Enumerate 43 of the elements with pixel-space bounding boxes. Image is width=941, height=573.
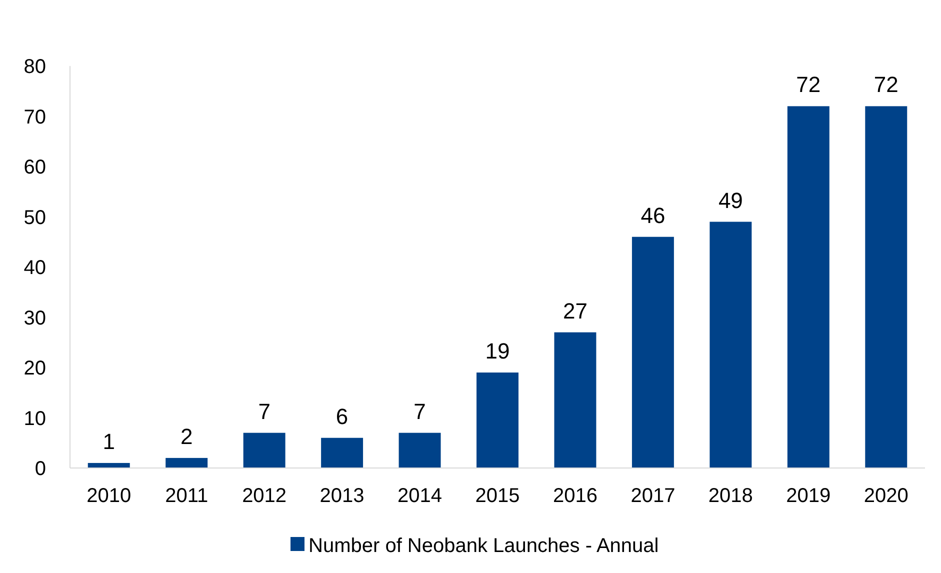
bar <box>166 458 208 468</box>
bar <box>88 462 130 468</box>
bar <box>243 432 286 468</box>
y-tick-label: 50 <box>24 206 46 229</box>
bar <box>321 438 364 468</box>
bar <box>787 106 830 468</box>
bar <box>398 432 441 468</box>
bar <box>632 236 674 468</box>
data-label: 49 <box>718 188 743 213</box>
legend-label: Number of Neobank Launches - Annual <box>308 535 659 557</box>
x-tick-label: 2014 <box>398 485 442 507</box>
x-tick-label: 2013 <box>320 485 364 507</box>
y-tick-label: 30 <box>24 307 46 330</box>
x-tick-label: 2019 <box>786 485 831 507</box>
x-tick-label: 2017 <box>630 485 676 507</box>
y-tick-label: 40 <box>24 257 46 279</box>
x-tick-label: 2012 <box>242 485 287 507</box>
x-tick-label: 2018 <box>708 485 753 507</box>
y-tick-label: 0 <box>34 458 46 480</box>
y-tick-label: 20 <box>24 358 46 380</box>
data-label: 7 <box>258 398 270 424</box>
y-tick-label: 10 <box>24 408 46 430</box>
y-tick-label: 70 <box>24 106 46 128</box>
data-label: 7 <box>414 398 426 424</box>
y-tick-label: 80 <box>24 56 46 78</box>
y-tick-label: 60 <box>24 156 46 178</box>
bar <box>476 372 518 468</box>
data-label: 1 <box>102 428 115 454</box>
data-label: 72 <box>796 72 821 98</box>
x-tick-label: 2011 <box>165 485 208 507</box>
x-tick-label: 2016 <box>552 485 598 507</box>
x-tick-label: 2015 <box>475 485 520 507</box>
bar <box>865 106 908 468</box>
bar <box>710 222 752 468</box>
data-label: 2 <box>180 424 193 449</box>
data-label: 27 <box>562 298 588 324</box>
x-tick-label: 2020 <box>864 485 908 507</box>
data-label: 6 <box>336 404 348 429</box>
x-tick-label: 2010 <box>86 485 132 507</box>
data-label: 46 <box>640 202 666 228</box>
data-label: 19 <box>485 338 510 364</box>
data-label: 72 <box>874 72 898 98</box>
bar <box>554 332 596 468</box>
